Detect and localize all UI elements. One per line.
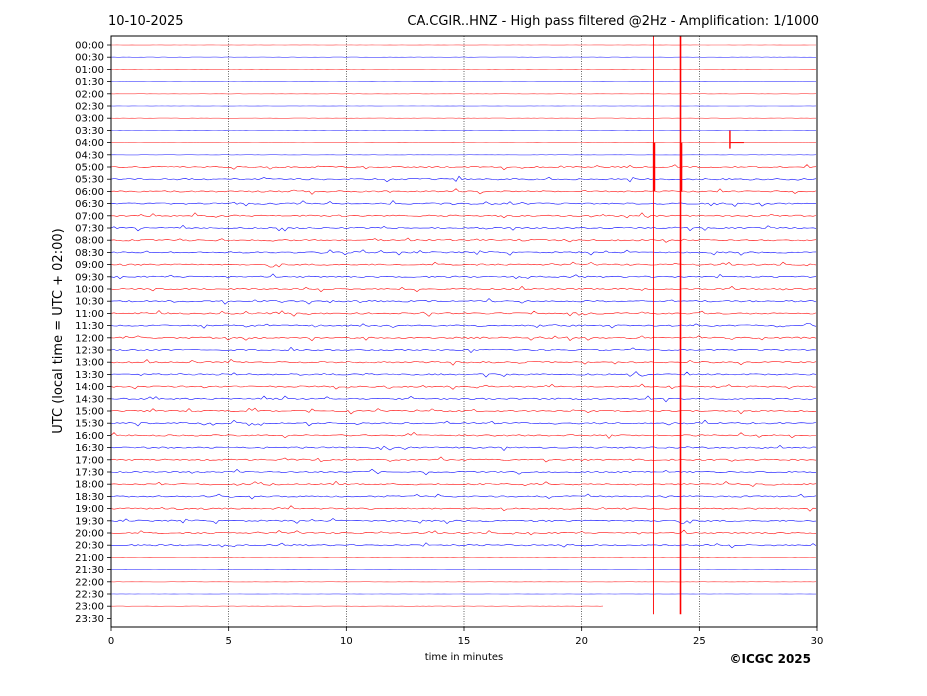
y-tick-label: 05:00 xyxy=(75,163,104,174)
y-tick-label: 00:30 xyxy=(75,53,104,64)
y-tick-label: 23:30 xyxy=(75,614,104,625)
trace-row xyxy=(110,298,817,305)
y-tick-label: 03:30 xyxy=(75,126,104,137)
y-tick-label: 21:30 xyxy=(75,565,104,576)
y-tick-label: 11:30 xyxy=(75,321,104,332)
chart-title: CA.CGIR..HNZ - High pass filtered @2Hz -… xyxy=(407,14,819,29)
y-tick-label: 10:30 xyxy=(75,297,104,308)
y-axis-label: UTC (local time = UTC + 02:00) xyxy=(51,228,66,433)
y-tick-label: 13:00 xyxy=(75,358,104,369)
trace-row xyxy=(110,322,817,329)
trace-row xyxy=(110,237,817,243)
y-tick-label: 23:00 xyxy=(75,602,104,613)
y-tick-label: 19:00 xyxy=(75,504,104,515)
trace-row xyxy=(110,518,817,525)
y-tick-label: 02:00 xyxy=(75,89,104,100)
y-tick-label: 08:30 xyxy=(75,248,104,259)
x-tick-label: 10 xyxy=(340,636,353,647)
trace-row xyxy=(110,261,817,268)
x-tick-label: 15 xyxy=(458,636,471,647)
y-tick-label: 07:30 xyxy=(75,224,104,235)
trace-row xyxy=(110,310,817,317)
trace-row xyxy=(110,175,817,183)
y-tick-label: 17:30 xyxy=(75,468,104,479)
trace-row xyxy=(110,188,817,195)
x-axis-ticks: 0 5 10 15 20 25 30 xyxy=(108,627,824,647)
x-axis-label: time in minutes xyxy=(425,652,504,663)
trace-row xyxy=(110,445,817,452)
y-tick-label: 16:30 xyxy=(75,443,104,454)
x-tick-label: 25 xyxy=(693,636,706,647)
y-tick-label: 03:00 xyxy=(75,114,104,125)
y-tick-label: 12:00 xyxy=(75,333,104,344)
y-tick-label: 22:00 xyxy=(75,577,104,588)
trace-row xyxy=(110,335,817,342)
trace-row xyxy=(110,529,817,536)
trace-row xyxy=(110,493,817,500)
trace-row xyxy=(110,164,817,171)
y-tick-label: 11:00 xyxy=(75,309,104,320)
x-tick-label: 20 xyxy=(575,636,588,647)
y-tick-label: 01:30 xyxy=(75,77,104,88)
copyright-label: ©ICGC 2025 xyxy=(729,652,811,666)
x-tick-label: 5 xyxy=(225,636,231,647)
y-tick-label: 17:00 xyxy=(75,455,104,466)
y-tick-label: 19:30 xyxy=(75,516,104,527)
y-tick-label: 06:30 xyxy=(75,199,104,210)
x-tick-label: 30 xyxy=(811,636,824,647)
y-tick-label: 06:00 xyxy=(75,187,104,198)
trace-row xyxy=(110,395,817,403)
date-label: 10-10-2025 xyxy=(108,14,184,29)
trace-row xyxy=(110,456,817,463)
y-tick-label: 05:30 xyxy=(75,175,104,186)
y-tick-label: 14:30 xyxy=(75,394,104,405)
y-tick-label: 10:00 xyxy=(75,285,104,296)
y-tick-label: 04:30 xyxy=(75,150,104,161)
y-tick-label: 20:00 xyxy=(75,529,104,540)
y-tick-label: 12:30 xyxy=(75,346,104,357)
vertical-grid xyxy=(228,36,700,627)
trace-row xyxy=(110,542,817,549)
trace-row xyxy=(110,346,817,354)
y-tick-label: 04:00 xyxy=(75,138,104,149)
y-tick-label: 14:00 xyxy=(75,382,104,393)
traces xyxy=(110,44,817,607)
trace-row xyxy=(110,407,817,415)
event-markers xyxy=(652,36,744,615)
trace-row xyxy=(110,371,817,378)
trace-row xyxy=(110,383,817,390)
y-tick-label: 09:30 xyxy=(75,272,104,283)
trace-row xyxy=(110,431,816,439)
trace-row xyxy=(110,480,817,487)
y-tick-label: 20:30 xyxy=(75,541,104,552)
trace-row xyxy=(110,200,817,207)
y-tick-label: 15:00 xyxy=(75,407,104,418)
y-tick-label: 22:30 xyxy=(75,590,104,601)
y-tick-label: 18:30 xyxy=(75,492,104,503)
y-tick-label: 18:00 xyxy=(75,480,104,491)
trace-row xyxy=(110,224,817,232)
y-tick-label: 08:00 xyxy=(75,236,104,247)
y-tick-label: 09:00 xyxy=(75,260,104,271)
y-tick-label: 00:00 xyxy=(75,41,104,52)
x-tick-label: 0 xyxy=(108,636,114,647)
y-tick-label: 15:30 xyxy=(75,419,104,430)
y-tick-label: 21:00 xyxy=(75,553,104,564)
trace-row xyxy=(110,285,817,293)
trace-row xyxy=(110,419,817,427)
trace-row xyxy=(110,359,817,366)
y-tick-label: 02:30 xyxy=(75,102,104,113)
trace-row xyxy=(111,212,817,219)
y-tick-label: 13:30 xyxy=(75,370,104,381)
y-tick-label: 01:00 xyxy=(75,65,104,76)
y-tick-label: 16:00 xyxy=(75,431,104,442)
trace-row xyxy=(110,468,817,476)
trace-row xyxy=(110,273,817,280)
trace-row xyxy=(110,505,817,512)
y-tick-label: 07:00 xyxy=(75,211,104,222)
trace-row xyxy=(110,249,817,256)
